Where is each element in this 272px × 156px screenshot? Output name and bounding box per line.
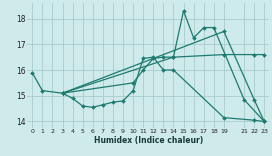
X-axis label: Humidex (Indice chaleur): Humidex (Indice chaleur): [94, 136, 203, 145]
